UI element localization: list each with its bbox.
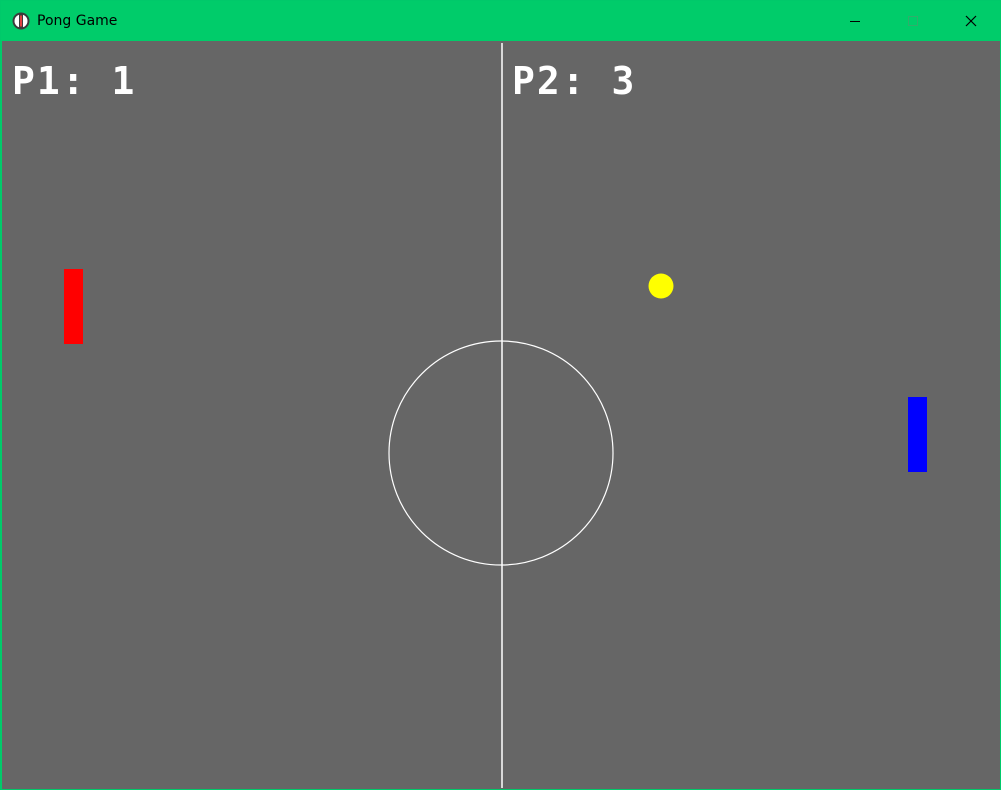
player2-paddle bbox=[908, 397, 927, 472]
minimize-icon bbox=[850, 20, 860, 22]
game-canvas[interactable]: P1: 1 P2: 3 bbox=[2, 41, 1000, 789]
player1-score: P1: 1 bbox=[12, 61, 136, 101]
minimize-button[interactable] bbox=[826, 1, 884, 40]
maximize-icon bbox=[908, 15, 918, 26]
player2-label: P2 bbox=[512, 59, 562, 103]
player1-paddle bbox=[64, 269, 83, 344]
close-icon bbox=[965, 15, 977, 26]
close-button[interactable] bbox=[942, 1, 1000, 40]
player1-score-value: 1 bbox=[111, 59, 137, 103]
playfield bbox=[64, 43, 927, 788]
maximize-button[interactable] bbox=[884, 1, 942, 40]
player2-separator: : bbox=[561, 59, 612, 103]
player1-label: P1 bbox=[12, 59, 62, 103]
player2-score: P2: 3 bbox=[512, 61, 636, 101]
ball bbox=[648, 273, 674, 299]
pong-app-icon bbox=[12, 12, 30, 30]
center-circle bbox=[388, 340, 614, 566]
player2-score-value: 3 bbox=[611, 59, 637, 103]
window-title: Pong Game bbox=[37, 13, 118, 29]
player1-separator: : bbox=[61, 59, 112, 103]
title-bar[interactable]: Pong Game bbox=[1, 1, 1000, 40]
